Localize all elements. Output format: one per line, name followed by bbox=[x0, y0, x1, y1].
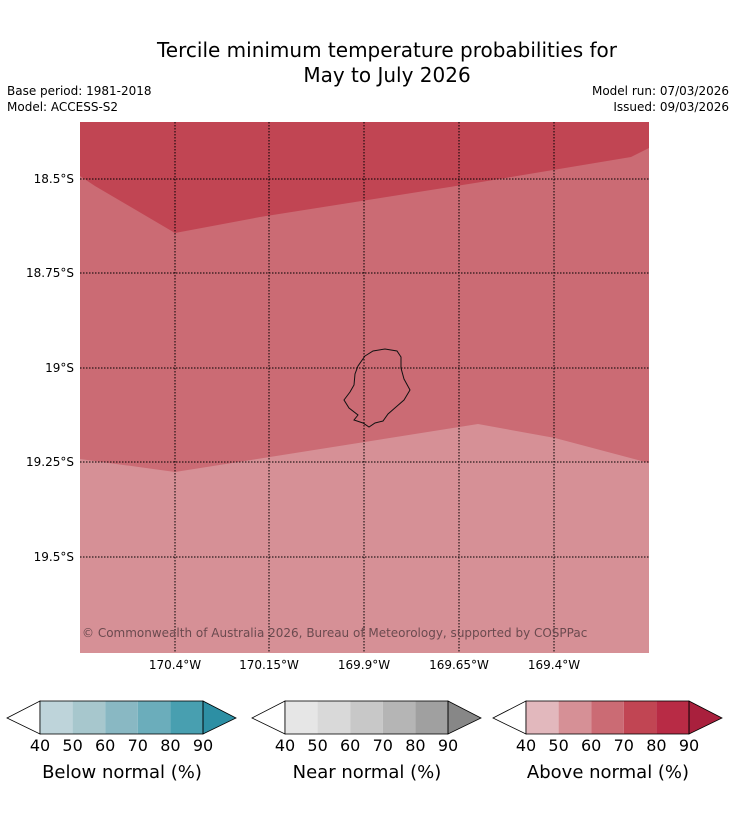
tick-label: 50 bbox=[62, 736, 83, 755]
tick-label: 70 bbox=[127, 736, 148, 755]
island-outline bbox=[343, 348, 411, 428]
lat-label: 19°S bbox=[45, 361, 74, 375]
tick-label: 50 bbox=[307, 736, 328, 755]
colorbar-ticks: 40 50 60 70 80 90 bbox=[6, 736, 238, 756]
colorbar-cell bbox=[105, 701, 138, 734]
copyright-notice: © Commonwealth of Australia 2026, Bureau… bbox=[82, 626, 587, 640]
colorbar-frame bbox=[525, 700, 690, 735]
colorbar-cell bbox=[591, 701, 624, 734]
meta-left: Base period: 1981-2018 Model: ACCESS-S2 bbox=[7, 83, 152, 115]
colorbar-below bbox=[6, 700, 237, 735]
colorbar-cell bbox=[285, 701, 318, 734]
colorbar-cell bbox=[137, 701, 171, 734]
colorbar-low-arrow bbox=[6, 700, 41, 735]
colorbar-cell bbox=[382, 701, 416, 734]
colorbar-cell bbox=[656, 701, 689, 734]
tick-label: 60 bbox=[581, 736, 602, 755]
colorbar-high-arrow bbox=[688, 700, 723, 735]
issued-date: Issued: 09/03/2026 bbox=[613, 100, 729, 114]
colorbar-low-arrow bbox=[251, 700, 286, 735]
model-name: Model: ACCESS-S2 bbox=[7, 100, 119, 114]
tick-label: 60 bbox=[95, 736, 116, 755]
lat-label: 19.25°S bbox=[26, 455, 74, 469]
tick-label: 60 bbox=[340, 736, 361, 755]
lon-label: 169.4°W bbox=[527, 658, 581, 672]
colorbar-low-arrow bbox=[492, 700, 527, 735]
colorbar-cell bbox=[350, 701, 383, 734]
tick-label: 70 bbox=[613, 736, 634, 755]
legend-above-normal: 40 50 60 70 80 90 Above normal (%) bbox=[492, 700, 724, 783]
lon-label: 170.4°W bbox=[148, 658, 202, 672]
legend-near-normal: 40 50 60 70 80 90 Near normal (%) bbox=[251, 700, 483, 783]
tick-label: 40 bbox=[29, 736, 51, 755]
chart-title: Tercile minimum temperature probabilitie… bbox=[0, 38, 736, 88]
colorbar-above bbox=[492, 700, 723, 735]
model-run: Model run: 07/03/2026 bbox=[591, 84, 729, 98]
lat-label: 18.5°S bbox=[33, 172, 74, 186]
colorbar-cell bbox=[623, 701, 657, 734]
tick-label: 40 bbox=[274, 736, 296, 755]
tick-label: 90 bbox=[437, 736, 459, 755]
lat-label: 18.75°S bbox=[26, 266, 74, 280]
colorbar-near bbox=[251, 700, 482, 735]
colorbar-frame bbox=[39, 700, 204, 735]
colorbar-frame bbox=[284, 700, 449, 735]
tick-label: 50 bbox=[548, 736, 569, 755]
tick-label: 70 bbox=[372, 736, 393, 755]
tick-label: 80 bbox=[646, 736, 667, 755]
tick-label: 40 bbox=[515, 736, 537, 755]
colorbar-cell bbox=[317, 701, 351, 734]
colorbar-high-arrow bbox=[447, 700, 482, 735]
colorbar-cell bbox=[40, 701, 73, 734]
colorbar-cell bbox=[558, 701, 592, 734]
base-period: Base period: 1981-2018 bbox=[7, 84, 152, 98]
colorbar-cell bbox=[526, 701, 559, 734]
colorbar-cell bbox=[415, 701, 448, 734]
lat-label: 19.5°S bbox=[33, 550, 74, 564]
lon-label: 169.9°W bbox=[337, 658, 391, 672]
lon-label: 170.15°W bbox=[239, 658, 299, 672]
tick-label: 90 bbox=[192, 736, 214, 755]
tick-label: 80 bbox=[405, 736, 426, 755]
tick-label: 90 bbox=[678, 736, 700, 755]
legend-below-normal: 40 50 60 70 80 90 Below normal (%) bbox=[6, 700, 238, 783]
lon-label: 169.65°W bbox=[429, 658, 489, 672]
colorbar-ticks: 40 50 60 70 80 90 bbox=[492, 736, 724, 756]
colorbar-cell bbox=[170, 701, 203, 734]
colorbar-high-arrow bbox=[202, 700, 237, 735]
colorbar-cell bbox=[72, 701, 106, 734]
tick-label: 80 bbox=[160, 736, 181, 755]
legend-title: Below normal (%) bbox=[42, 762, 202, 783]
meta-right: Model run: 07/03/2026 Issued: 09/03/2026 bbox=[592, 83, 729, 115]
colorbar-ticks: 40 50 60 70 80 90 bbox=[251, 736, 483, 756]
legend-title: Above normal (%) bbox=[526, 762, 690, 783]
legend-title: Near normal (%) bbox=[292, 762, 442, 783]
probability-map: © Commonwealth of Australia 2026, Bureau… bbox=[80, 122, 649, 653]
title-line-1: Tercile minimum temperature probabilitie… bbox=[156, 38, 618, 62]
title-line-2: May to July 2026 bbox=[303, 63, 471, 87]
gridlines bbox=[80, 122, 649, 653]
